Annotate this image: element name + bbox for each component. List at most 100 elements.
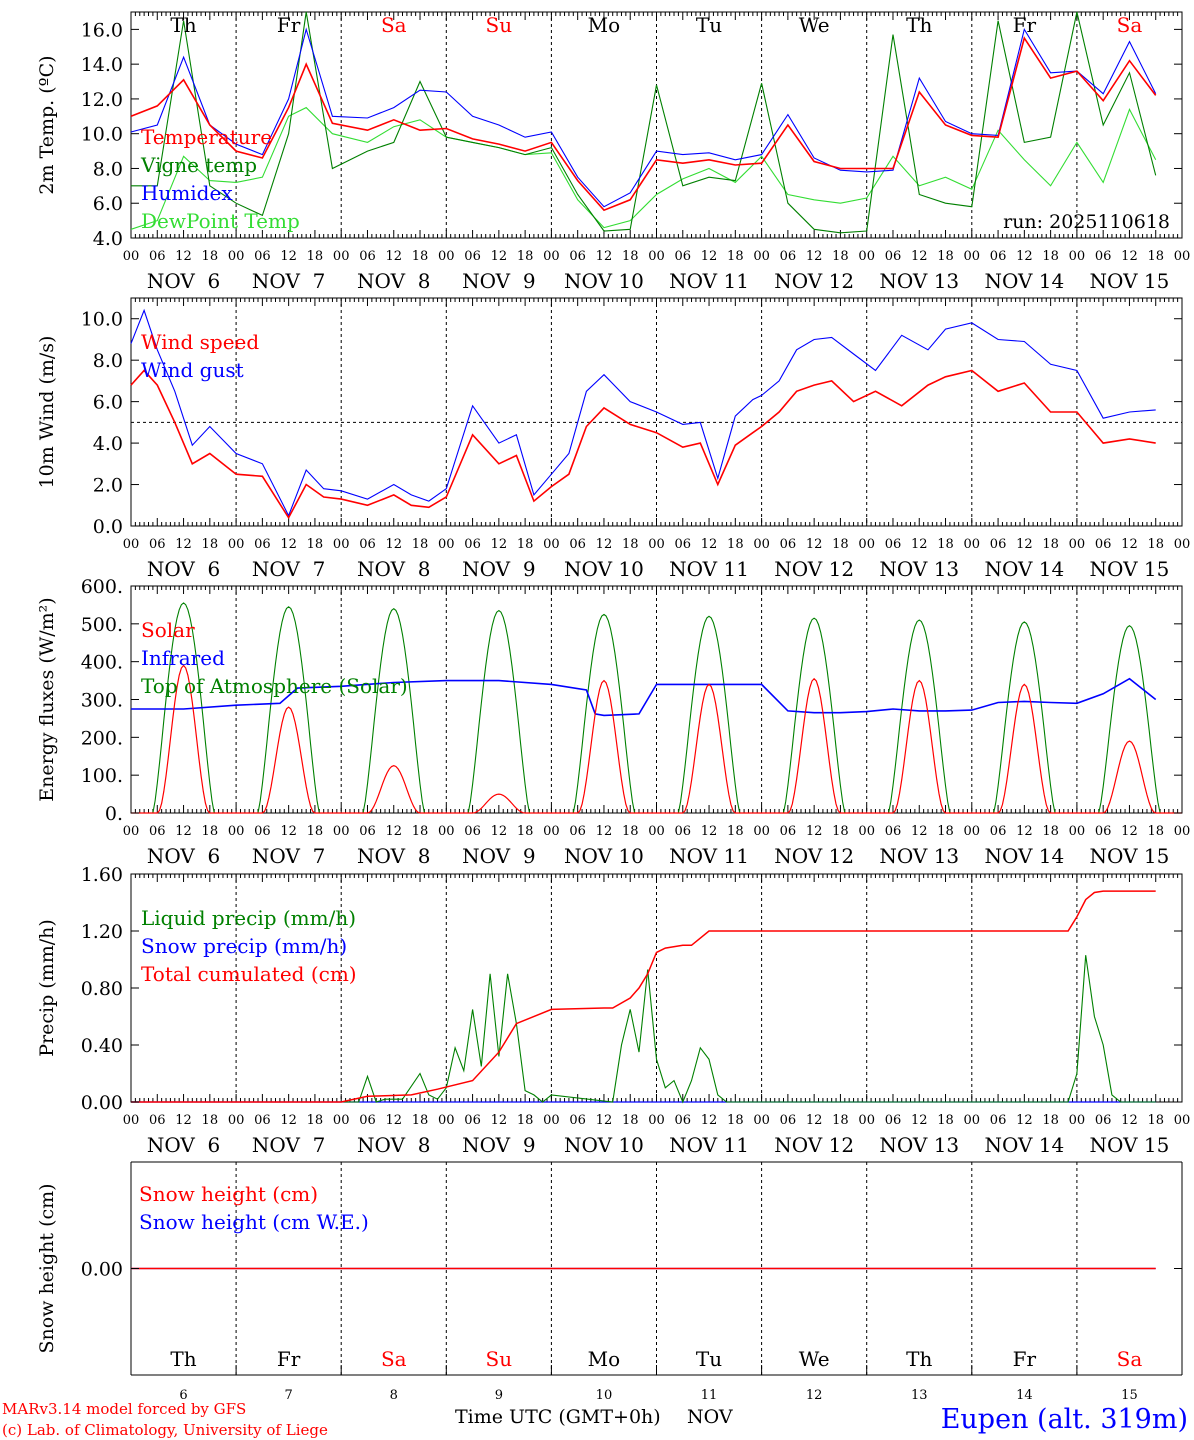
hour-label: 12 (175, 1113, 192, 1128)
date-label: NOV 14 (984, 557, 1064, 581)
series-line-liquid-precip-mm-h- (131, 955, 1156, 1104)
date-label: NOV 14 (984, 844, 1064, 868)
hour-label: 06 (990, 824, 1007, 839)
date-label: NOV 15 (1090, 269, 1170, 293)
hour-label: 12 (596, 824, 613, 839)
hour-label: 00 (123, 249, 140, 264)
hour-label: 06 (1095, 1113, 1112, 1128)
hour-label: 18 (307, 824, 324, 839)
hour-label: 18 (832, 537, 849, 552)
hour-label: 00 (543, 824, 560, 839)
y-tick-label: 400. (81, 652, 123, 674)
hour-label: 12 (911, 1113, 928, 1128)
day-number-label: 7 (285, 1388, 293, 1403)
hour-label: 06 (359, 824, 376, 839)
hour-label: 18 (1042, 537, 1059, 552)
hour-label: 00 (1174, 249, 1191, 264)
hour-label: 18 (412, 824, 429, 839)
hour-label: 12 (280, 1113, 297, 1128)
hour-label: 06 (675, 537, 692, 552)
y-tick-label: 8.0 (93, 350, 123, 372)
x-axis-month: NOV (687, 1406, 733, 1428)
hour-label: 12 (175, 249, 192, 264)
hour-label: 18 (517, 824, 534, 839)
hour-label: 06 (569, 824, 586, 839)
hour-label: 12 (1121, 1113, 1138, 1128)
hour-label: 18 (622, 824, 639, 839)
weekday-label: Su (486, 13, 513, 37)
hour-label: 06 (464, 537, 481, 552)
hour-label: 06 (990, 537, 1007, 552)
hour-label: 06 (675, 1113, 692, 1128)
y-tick-label: 8.0 (93, 158, 123, 180)
date-label: NOV 10 (564, 557, 644, 581)
date-label: NOV 14 (984, 269, 1064, 293)
panel-2: 0.0 2.0 4.0 6.0 8.0 10.0 10m Wind (m/s) Wind sp… (36, 297, 1190, 581)
hour-label: 18 (1042, 1113, 1059, 1128)
hour-label: 06 (149, 1113, 166, 1128)
weekday-label: We (799, 1347, 830, 1371)
legend-entry: Top of Atmosphere (Solar) (141, 674, 408, 698)
hour-label: 06 (780, 249, 797, 264)
hour-label: 00 (753, 249, 770, 264)
hour-label: 00 (228, 249, 245, 264)
hour-label: 12 (1016, 249, 1033, 264)
hour-label: 12 (911, 249, 928, 264)
hour-label: 06 (254, 249, 271, 264)
hour-label: 12 (491, 824, 508, 839)
date-label: NOV 10 (564, 269, 644, 293)
hour-label: 00 (543, 1113, 560, 1128)
hour-label: 06 (675, 824, 692, 839)
hour-label: 12 (911, 537, 928, 552)
hour-label: 12 (385, 824, 402, 839)
y-tick-label: 12.0 (81, 89, 123, 111)
legend-entry: Vigne temp (140, 153, 257, 177)
hour-label: 12 (175, 824, 192, 839)
hour-label: 12 (911, 824, 928, 839)
y-tick-label: 0. (105, 803, 123, 825)
panel-3: 0. 100. 200. 300. 400. 500. 600. Energy fluxes … (36, 576, 1190, 868)
y-tick-label: 0.0 (93, 516, 123, 538)
y-tick-label: 10.0 (81, 124, 123, 146)
date-label: NOV 7 (252, 1133, 325, 1157)
hour-label: 00 (228, 537, 245, 552)
legend-entry: Temperature (141, 125, 272, 149)
hour-label: 00 (333, 537, 350, 552)
hour-label: 06 (359, 537, 376, 552)
y-tick-label: 300. (81, 690, 123, 712)
hour-label: 00 (753, 824, 770, 839)
series-line-humidex (130, 27, 1157, 208)
hour-label: 00 (753, 1113, 770, 1128)
hour-label: 18 (727, 249, 744, 264)
hour-label: 00 (648, 537, 665, 552)
hour-label: 06 (464, 824, 481, 839)
y-axis-label: 2m Temp. (ºC) (36, 55, 58, 194)
hour-label: 00 (1069, 1113, 1086, 1128)
y-axis-label: Snow height (cm) (36, 1183, 58, 1353)
hour-label: 12 (806, 824, 823, 839)
hour-label: 12 (1016, 537, 1033, 552)
hour-label: 00 (438, 249, 455, 264)
hour-label: 00 (858, 249, 875, 264)
date-label: NOV 11 (669, 1133, 749, 1157)
y-tick-label: 4.0 (93, 228, 123, 250)
hour-label: 00 (438, 1113, 455, 1128)
hour-label: 00 (858, 1113, 875, 1128)
hour-label: 06 (149, 537, 166, 552)
hour-label: 12 (491, 249, 508, 264)
weekday-label: Sa (1117, 1347, 1143, 1371)
date-label: NOV 9 (462, 557, 535, 581)
hour-label: 00 (858, 824, 875, 839)
series-line-solar (131, 664, 1182, 814)
hour-label: 12 (1016, 824, 1033, 839)
hour-label: 12 (385, 537, 402, 552)
day-number-label: 11 (701, 1388, 718, 1403)
hour-label: 12 (701, 537, 718, 552)
hour-label: 06 (464, 1113, 481, 1128)
y-tick-label: 14.0 (81, 54, 123, 76)
hour-label: 00 (648, 824, 665, 839)
hour-label: 12 (491, 537, 508, 552)
hour-label: 12 (701, 249, 718, 264)
date-label: NOV 6 (147, 844, 220, 868)
hour-label: 12 (1121, 249, 1138, 264)
